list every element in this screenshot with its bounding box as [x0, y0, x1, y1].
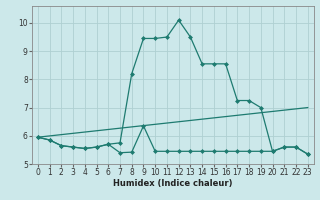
- X-axis label: Humidex (Indice chaleur): Humidex (Indice chaleur): [113, 179, 233, 188]
